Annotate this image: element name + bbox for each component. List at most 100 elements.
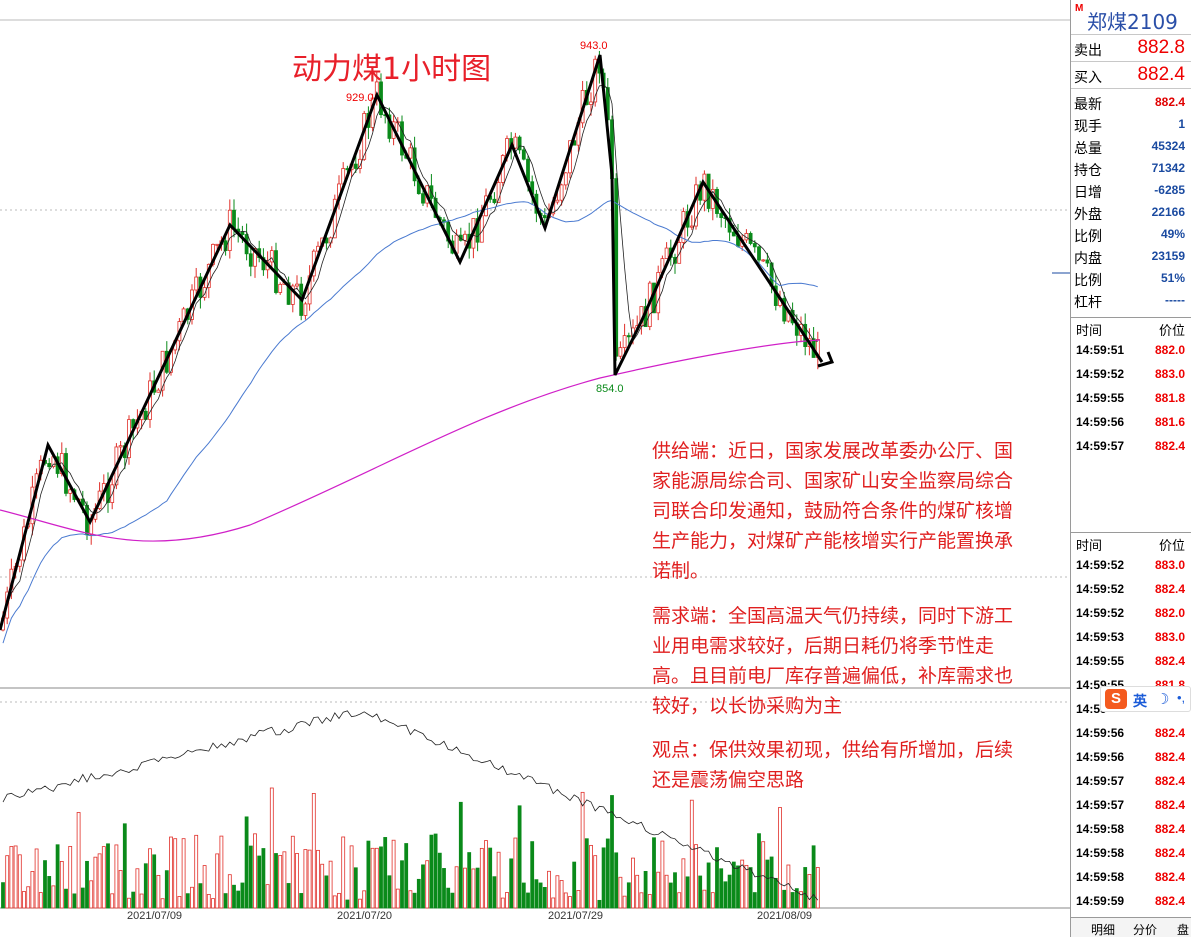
volume-bar: [38, 892, 43, 909]
wave-line: [0, 54, 824, 631]
volume-bar: [76, 812, 81, 909]
volume-bar: [807, 874, 812, 909]
volume-bar: [391, 839, 396, 909]
candle-body: [782, 297, 787, 322]
volume-bar: [706, 862, 711, 909]
volume-bar: [257, 855, 262, 909]
volume-bar: [320, 863, 325, 909]
volume-bar: [164, 870, 169, 909]
tick-row: 14:59:51 882.0: [1071, 338, 1191, 362]
volume-bar: [337, 892, 341, 909]
stat-row: 比例 49%: [1071, 223, 1191, 245]
tick-row: 14:59:52 883.0: [1071, 553, 1191, 577]
tick-time: 14:59:57: [1076, 439, 1125, 453]
candle-body: [194, 276, 199, 291]
volume-bar: [463, 867, 467, 909]
candle-body: [358, 158, 362, 169]
stat-label: 比例: [1074, 228, 1102, 244]
volume-bar: [597, 899, 602, 909]
tick-price: 882.4: [1154, 750, 1185, 764]
volume-bar: [526, 892, 530, 909]
volume-bar: [89, 880, 94, 909]
volume-bar: [114, 844, 119, 909]
volume-bar: [458, 801, 463, 909]
tick-time: 14:59:58: [1076, 822, 1125, 836]
candle-body: [664, 247, 669, 260]
tab-price-distribution[interactable]: 分价: [1133, 923, 1158, 937]
volume-bar: [492, 876, 497, 909]
volume-bar: [51, 885, 56, 909]
tick-price: 882.0: [1154, 343, 1185, 357]
candle-body: [526, 158, 530, 183]
tick-list-bottom[interactable]: 14:59:52 883.0 14:59:52 882.4 14:59:52 882.0 1…: [1071, 553, 1191, 913]
volume-bar: [547, 870, 551, 909]
kline-chart-area[interactable]: 929.0 943.0 854.0 动力煤1小时图 供给端：近日，国家发展改革委办公…: [0, 0, 1070, 937]
tick-row: 14:59:55 881.8: [1071, 386, 1191, 410]
volume-bar: [240, 882, 245, 909]
tab-more[interactable]: 盘: [1177, 923, 1190, 937]
volume-bar: [731, 861, 736, 909]
volume-bar: [643, 870, 648, 909]
tick-list-top[interactable]: 14:59:51 882.0 14:59:52 883.0 14:59:55 881.8 1…: [1071, 338, 1191, 458]
volume-bar: [542, 887, 547, 909]
volume-bar: [505, 892, 509, 909]
ask-price: 882.8: [1137, 37, 1185, 58]
volume-bar: [568, 896, 572, 909]
tick-price: 882.4: [1154, 774, 1185, 788]
volume-bar: [5, 855, 10, 909]
volume-bar: [295, 853, 299, 909]
punctuation-icon[interactable]: •,: [1177, 690, 1186, 705]
moon-icon[interactable]: ☽: [1156, 691, 1170, 708]
volume-bar: [1, 882, 5, 909]
volume-bar: [383, 837, 388, 909]
volume-bar: [782, 889, 787, 909]
candle-body: [303, 303, 308, 316]
sogou-logo-icon[interactable]: S: [1105, 689, 1127, 709]
ime-mode[interactable]: 英: [1133, 693, 1147, 709]
volume-bar: [261, 848, 266, 909]
volume-bar: [72, 893, 77, 909]
time-header: 时间: [1076, 538, 1103, 553]
volume-bar: [248, 845, 253, 909]
volume-bar: [278, 855, 283, 909]
volume-bar: [227, 874, 232, 909]
date-label: 2021/07/20: [337, 910, 393, 922]
tick-row: 14:59:53 883.0: [1071, 625, 1191, 649]
volume-bar: [803, 867, 808, 909]
stat-row: 现手 1: [1071, 113, 1191, 135]
date-label: 2021/07/29: [548, 910, 604, 922]
candle-body: [689, 225, 694, 228]
volume-bar: [605, 838, 610, 909]
volume-bar: [647, 894, 652, 909]
volume-bar: [387, 875, 392, 909]
volume-bar: [253, 833, 257, 909]
volume-bar: [139, 893, 144, 909]
volume-bar: [152, 854, 157, 909]
stat-label: 持仓: [1074, 162, 1102, 178]
stats-list: 最新 882.4 现手 1 总量 45324 持仓 71342 日增 -6285 外盘 22166 比例…: [1071, 89, 1191, 311]
volume-bar: [601, 847, 606, 909]
price-header: 价位: [1158, 323, 1185, 338]
ticks-header: 时间 价位: [1071, 532, 1191, 553]
candle-body: [757, 246, 761, 261]
volume-bar: [97, 853, 102, 909]
volume-bar: [156, 874, 161, 909]
stat-value: 22166: [1151, 205, 1185, 219]
ime-toolbar[interactable]: S 英 ☽ •,: [1100, 686, 1191, 712]
candle-body: [387, 114, 392, 139]
stat-label: 内盘: [1074, 250, 1102, 266]
volume-bar: [169, 836, 173, 909]
tick-time: 14:59:53: [1076, 630, 1125, 644]
volume-bar: [400, 860, 404, 909]
candle-body: [618, 347, 623, 357]
volume-bar: [408, 890, 413, 909]
volume-bar: [211, 898, 215, 909]
tab-detail[interactable]: 明细: [1091, 923, 1116, 937]
contract-header[interactable]: M 郑煤2109: [1071, 0, 1191, 35]
candle-body: [517, 136, 522, 151]
volume-bar: [332, 895, 337, 909]
candle-body: [80, 498, 85, 506]
volume-bar: [689, 799, 694, 909]
candle-body: [400, 121, 404, 156]
candle-body: [421, 193, 425, 204]
